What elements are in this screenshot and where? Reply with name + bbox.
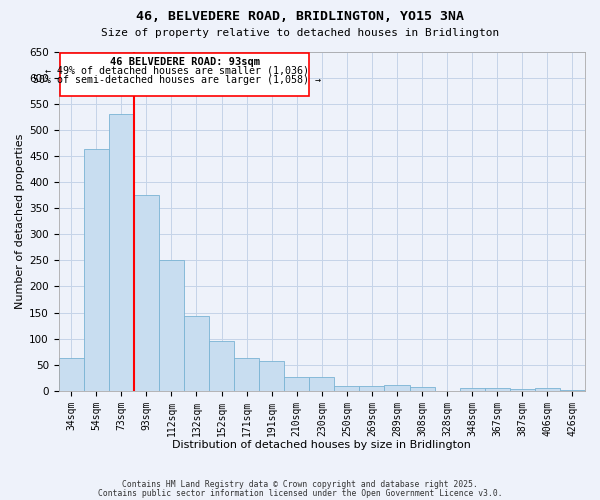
Bar	[109, 114, 134, 391]
Text: 46, BELVEDERE ROAD, BRIDLINGTON, YO15 3NA: 46, BELVEDERE ROAD, BRIDLINGTON, YO15 3N…	[136, 10, 464, 23]
Text: Contains HM Land Registry data © Crown copyright and database right 2025.: Contains HM Land Registry data © Crown c…	[122, 480, 478, 489]
X-axis label: Distribution of detached houses by size in Bridlington: Distribution of detached houses by size …	[172, 440, 471, 450]
Text: Size of property relative to detached houses in Bridlington: Size of property relative to detached ho…	[101, 28, 499, 38]
Bar	[309, 377, 334, 391]
Bar	[485, 388, 510, 391]
Bar	[560, 390, 585, 391]
Bar	[234, 358, 259, 391]
Bar	[410, 386, 434, 391]
Text: 46 BELVEDERE ROAD: 93sqm: 46 BELVEDERE ROAD: 93sqm	[110, 56, 260, 66]
Text: ← 49% of detached houses are smaller (1,036): ← 49% of detached houses are smaller (1,…	[45, 66, 309, 76]
Bar	[84, 149, 109, 391]
Bar	[184, 316, 209, 391]
Text: 50% of semi-detached houses are larger (1,058) →: 50% of semi-detached houses are larger (…	[33, 75, 321, 85]
Y-axis label: Number of detached properties: Number of detached properties	[15, 134, 25, 309]
Bar	[60, 52, 309, 96]
Bar	[259, 361, 284, 391]
Bar	[359, 386, 385, 391]
Bar	[159, 260, 184, 391]
Bar	[385, 384, 410, 391]
Text: Contains public sector information licensed under the Open Government Licence v3: Contains public sector information licen…	[98, 488, 502, 498]
Bar	[209, 342, 234, 391]
Bar	[460, 388, 485, 391]
Bar	[284, 377, 309, 391]
Bar	[510, 390, 535, 391]
Bar	[134, 195, 159, 391]
Bar	[334, 386, 359, 391]
Bar	[59, 358, 84, 391]
Bar	[535, 388, 560, 391]
